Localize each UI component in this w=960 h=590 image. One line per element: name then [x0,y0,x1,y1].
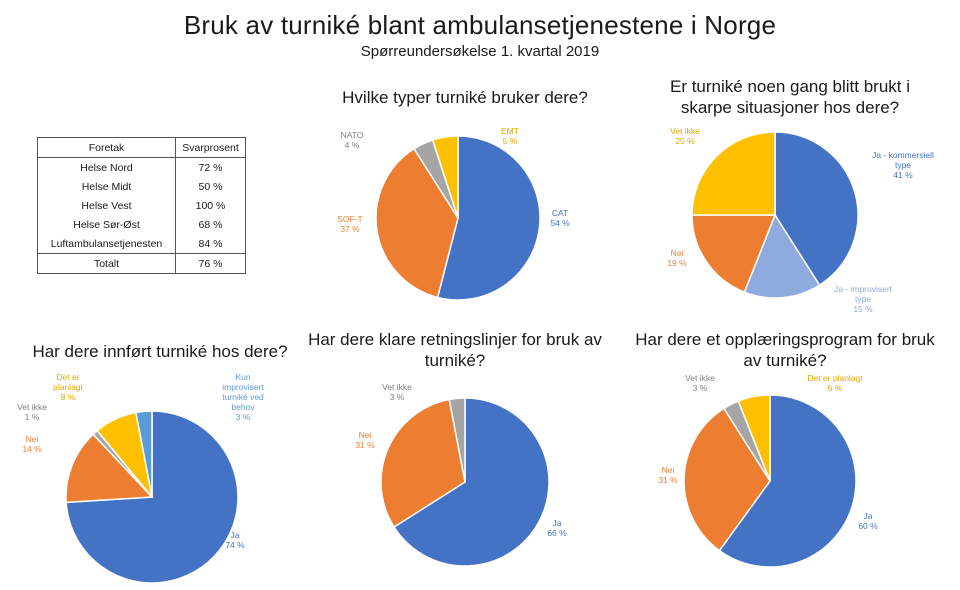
table-cell-svarprosent: 100 % [175,196,246,215]
data-label-ja: Ja 66 % [547,518,567,538]
data-label-vet-ikke: Vet ikke 3 % [382,382,412,402]
table-row: Helse Sør-Øst 68 % [37,215,246,234]
data-label-vet-ikke: Vet ikke 25 % [670,126,700,146]
pie-slice-kun-improvisert-turnik-ved-behov [135,410,153,498]
chart-title-training-program: Har dere et opplæringsprogram for bruk a… [635,330,935,370]
data-label-det-er-planlagt: Det er planlagt 6 % [807,373,863,393]
table-cell-foretak: Helse Sør-Øst [37,215,176,234]
pie-chart-implemented: Ja 74 % Nei 14 % Vet ikke 1 % Det er planlagt 8 … [17,372,264,584]
table-total-label: Totalt [37,253,176,274]
table-cell-svarprosent: 50 % [175,177,246,196]
table-cell-svarprosent: 72 % [175,157,246,177]
pie-slice-nei [65,433,154,504]
pie-slice-vet-ikke [691,131,776,216]
table-row: Luftambulansetjenesten 84 % [37,234,246,254]
chart-title-implemented: Har dere innført turniké hos dere? [32,342,288,361]
table-cell-foretak: Luftambulansetjenesten [37,234,176,254]
table-cell-svarprosent: 84 % [175,234,246,254]
data-label-vet-ikke: Vet ikke 3 % [685,373,715,393]
pie-chart-used-in-real-situations: Ja - kommersiell type 41 % Ja - improvisert… [667,126,934,314]
pie-slice-ja [393,397,550,567]
pie-slice-det-er-planlagt [737,394,771,482]
pie-slice-ja-improvisert-type [743,213,821,299]
column-header-foretak: Foretak [37,137,176,158]
pie-slice-nei [691,214,777,294]
column-header-svarprosent: Svarprosent [175,137,246,158]
chart-title-used-in-real-situations: Er turniké noen gang blitt brukt i skarp… [669,77,911,117]
response-rate-table: Foretak Svarprosent Helse Nord 72 % Hels… [37,137,246,274]
data-label-sof-t: SOF-T 37 % [337,214,363,234]
data-label-vet-ikke: Vet ikke 1 % [17,402,47,422]
pie-slice-ja [718,394,857,568]
chart-title-tourniquet-types: Hvilke typer turniké bruker dere? [342,88,588,107]
data-label-nato: NATO 4 % [341,130,364,150]
pie-slice-cat [436,135,541,301]
table-row: Helse Vest 100 % [37,196,246,215]
data-label-ja-kommersiell-type: Ja - kommersiell type 41 % [872,150,934,180]
page-title: Bruk av turniké blant ambulansetjenesten… [183,10,777,40]
pie-slice-emt [431,135,459,219]
data-label-nei: Nei 14 % [22,434,42,454]
table-row: Helse Nord 72 % [37,157,246,177]
table-total-row: Totalt 76 % [37,253,246,274]
pie-slice-vet-ikke [448,397,466,483]
table-header-row: Foretak Svarprosent [37,137,246,158]
data-label-nei: Nei 31 % [355,430,375,450]
table-cell-svarprosent: 68 % [175,215,246,234]
pie-slice-nei [380,398,466,529]
data-label-kun-improvisert-turnik-ved-behov: Kun improvisert turniké ved behov 3 % [222,372,264,422]
table-total-value: 76 % [175,253,246,274]
data-label-nei: Nei 19 % [667,248,687,268]
pie-slice-nei [683,407,771,552]
table-row: Helse Midt 50 % [37,177,246,196]
page-subtitle: Spørreundersøkelse 1. kvartal 2019 [360,43,600,60]
data-label-det-er-planlagt: Det er planlagt 8 % [53,372,83,402]
table-cell-foretak: Helse Midt [37,177,176,196]
data-label-ja: Ja 60 % [858,511,878,531]
pie-chart-tourniquet-types: CAT 54 % SOF-T 37 % NATO 4 % EMT 5 % [337,126,570,301]
data-label-cat: CAT 54 % [550,208,570,228]
pie-chart-training-program: Ja 60 % Nei 31 % Vet ikke 3 % Det er planlagt 6… [658,373,878,568]
chart-title-guidelines: Har dere klare retningslinjer for bruk a… [308,330,602,370]
data-label-emt: EMT 5 % [501,126,519,146]
data-label-nei: Nei 31 % [658,465,678,485]
data-label-ja: Ja 74 % [225,530,245,550]
data-label-ja-improvisert-type: Ja - improvisert type 15 % [834,284,893,314]
table-cell-foretak: Helse Nord [37,157,176,177]
pie-chart-guidelines: Ja 66 % Nei 31 % Vet ikke 3 % [355,382,567,567]
table-cell-foretak: Helse Vest [37,196,176,215]
